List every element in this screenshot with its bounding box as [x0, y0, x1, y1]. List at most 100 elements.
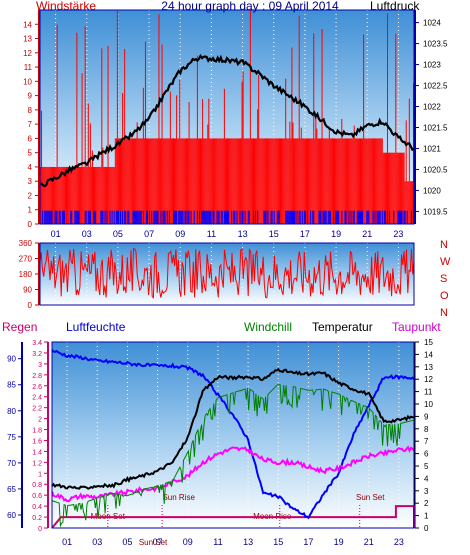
wind-tick-label: 3	[28, 177, 33, 186]
top-x-axis: 01 03 05 07 09 11 13 15 17 19 21 23	[51, 229, 404, 239]
wind-pressure-plot-area	[40, 10, 414, 224]
x-tick-label: 03	[92, 537, 102, 547]
rain-tick-label: 2.8	[32, 373, 42, 380]
wind-tick-label: 1	[28, 206, 33, 215]
event-label: Sun Set	[356, 493, 385, 502]
rain-tick-label: 2.4	[32, 395, 42, 402]
x-tick-label: 21	[362, 229, 372, 239]
temperature-tick-label: 8	[424, 425, 429, 434]
temperature-label: Temperatur	[312, 320, 373, 334]
temperature-tick-label: 4	[424, 474, 429, 483]
humidity-tick-label: 70	[7, 459, 16, 468]
direction-letter: N	[440, 307, 448, 319]
temperature-tick-label: 0	[424, 524, 429, 533]
wind-tick-label: 7	[28, 120, 33, 129]
event-label: Sun Set	[139, 538, 168, 547]
x-tick-label: 11	[213, 537, 222, 547]
wind-tick-label: 4	[28, 163, 33, 172]
humidity-label: Luftfeuchte	[66, 320, 126, 334]
temperature-tick-label: 1	[424, 512, 429, 521]
rain-tick-label: 0.6	[32, 493, 42, 500]
rain-label: Regen	[2, 320, 37, 334]
dewpoint-label: Taupunkt	[392, 320, 441, 334]
calm-bars	[42, 210, 414, 224]
x-tick-label: 03	[82, 229, 92, 239]
x-tick-label: 01	[51, 229, 61, 239]
temperature-tick-label: 2	[424, 499, 429, 508]
rain-tick-label: 2	[38, 417, 42, 424]
x-tick-label: 17	[303, 537, 313, 547]
humidity-tick-label: 85	[7, 381, 16, 390]
x-tick-label: 09	[175, 229, 185, 239]
wind-tick-label: 5	[28, 149, 33, 158]
wind-tick-label: 9	[28, 92, 33, 101]
direction-tick-label: 270	[19, 255, 33, 264]
temperature-tick-label: 6	[424, 450, 429, 459]
x-tick-label: 21	[364, 537, 374, 547]
rain-tick-label: 0.4	[32, 504, 42, 511]
windchill-line	[51, 383, 415, 528]
temperature-tick-label: 14	[424, 350, 433, 359]
pressure-tick-label: 1020.5	[423, 165, 448, 174]
pressure-tick-label: 1021.5	[423, 123, 448, 132]
wind-tick-label: 10	[23, 77, 32, 86]
humidity-tick-label: 90	[7, 355, 16, 364]
wind-tick-label: 0	[28, 220, 33, 229]
temperature-line	[51, 367, 414, 490]
direction-letter: W	[440, 256, 451, 268]
x-tick-label: 19	[331, 229, 341, 239]
x-tick-label: 05	[113, 229, 123, 239]
rain-tick-label: 3.2	[32, 351, 42, 358]
wind-direction-line	[39, 248, 415, 299]
direction-axis: 0 90 180 270 360	[19, 239, 40, 310]
temperature-tick-label: 15	[424, 338, 433, 347]
temperature-tick-label: 12	[424, 375, 433, 384]
x-tick-label: 11	[207, 229, 216, 239]
direction-letter: N	[440, 239, 448, 251]
windchill-label: Windchill	[244, 320, 292, 334]
rain-tick-label: 1.2	[32, 460, 42, 467]
pressure-tick-label: 1022	[423, 103, 441, 112]
humidity-tick-label: 75	[7, 433, 16, 442]
rain-tick-label: 1.8	[32, 428, 42, 435]
x-tick-label: 07	[153, 537, 163, 547]
wind-tick-label: 14	[23, 20, 32, 29]
x-tick-label: 13	[243, 537, 253, 547]
pressure-tick-label: 1021	[423, 144, 441, 153]
rain-tick-label: 2.2	[32, 406, 42, 413]
x-tick-label: 07	[144, 229, 154, 239]
temperature-tick-label: 13	[424, 363, 433, 372]
rain-tick-label: 1.6	[32, 438, 42, 445]
rain-tick-label: 0.8	[32, 482, 42, 489]
rain-tick-label: 3	[38, 362, 42, 369]
x-tick-label: 17	[300, 229, 310, 239]
x-tick-label: 01	[62, 537, 72, 547]
rain-tick-label: 1.4	[32, 449, 42, 456]
bottom-x-axis: 01 03 05 07 09 11 13 15 17 19 21 23	[62, 537, 404, 547]
rain-tick-label: 3.4	[32, 340, 42, 347]
wind-tick-label: 8	[28, 106, 33, 115]
temperature-tick-label: 10	[424, 400, 433, 409]
temperature-tick-label: 5	[424, 462, 429, 471]
direction-tick-label: 0	[28, 301, 33, 310]
pressure-tick-label: 1023	[423, 61, 441, 70]
rain-tick-label: 0.2	[32, 515, 42, 522]
x-tick-label: 23	[393, 229, 403, 239]
pressure-tick-label: 1019.5	[423, 207, 448, 216]
wind-tick-label: 11	[24, 63, 33, 72]
temperature-tick-label: 9	[424, 412, 429, 421]
humidity-tick-label: 80	[7, 407, 16, 416]
x-tick-label: 05	[122, 537, 132, 547]
pressure-tick-label: 1020	[423, 186, 441, 195]
wind-tick-label: 13	[23, 35, 32, 44]
temperature-tick-label: 11	[424, 388, 433, 397]
rain-axis: 0 0.2 0.4 0.6 0.8 1 1.2 1.4 1.6 1.8 2 2.2 2.4 2.6 2.8 3…	[32, 340, 49, 533]
pressure-line	[39, 53, 415, 188]
wind-tick-label: 2	[28, 191, 33, 200]
wind-bars	[40, 10, 414, 224]
pressure-tick-label: 1024	[423, 19, 441, 28]
humidity-tick-label: 65	[7, 485, 16, 494]
